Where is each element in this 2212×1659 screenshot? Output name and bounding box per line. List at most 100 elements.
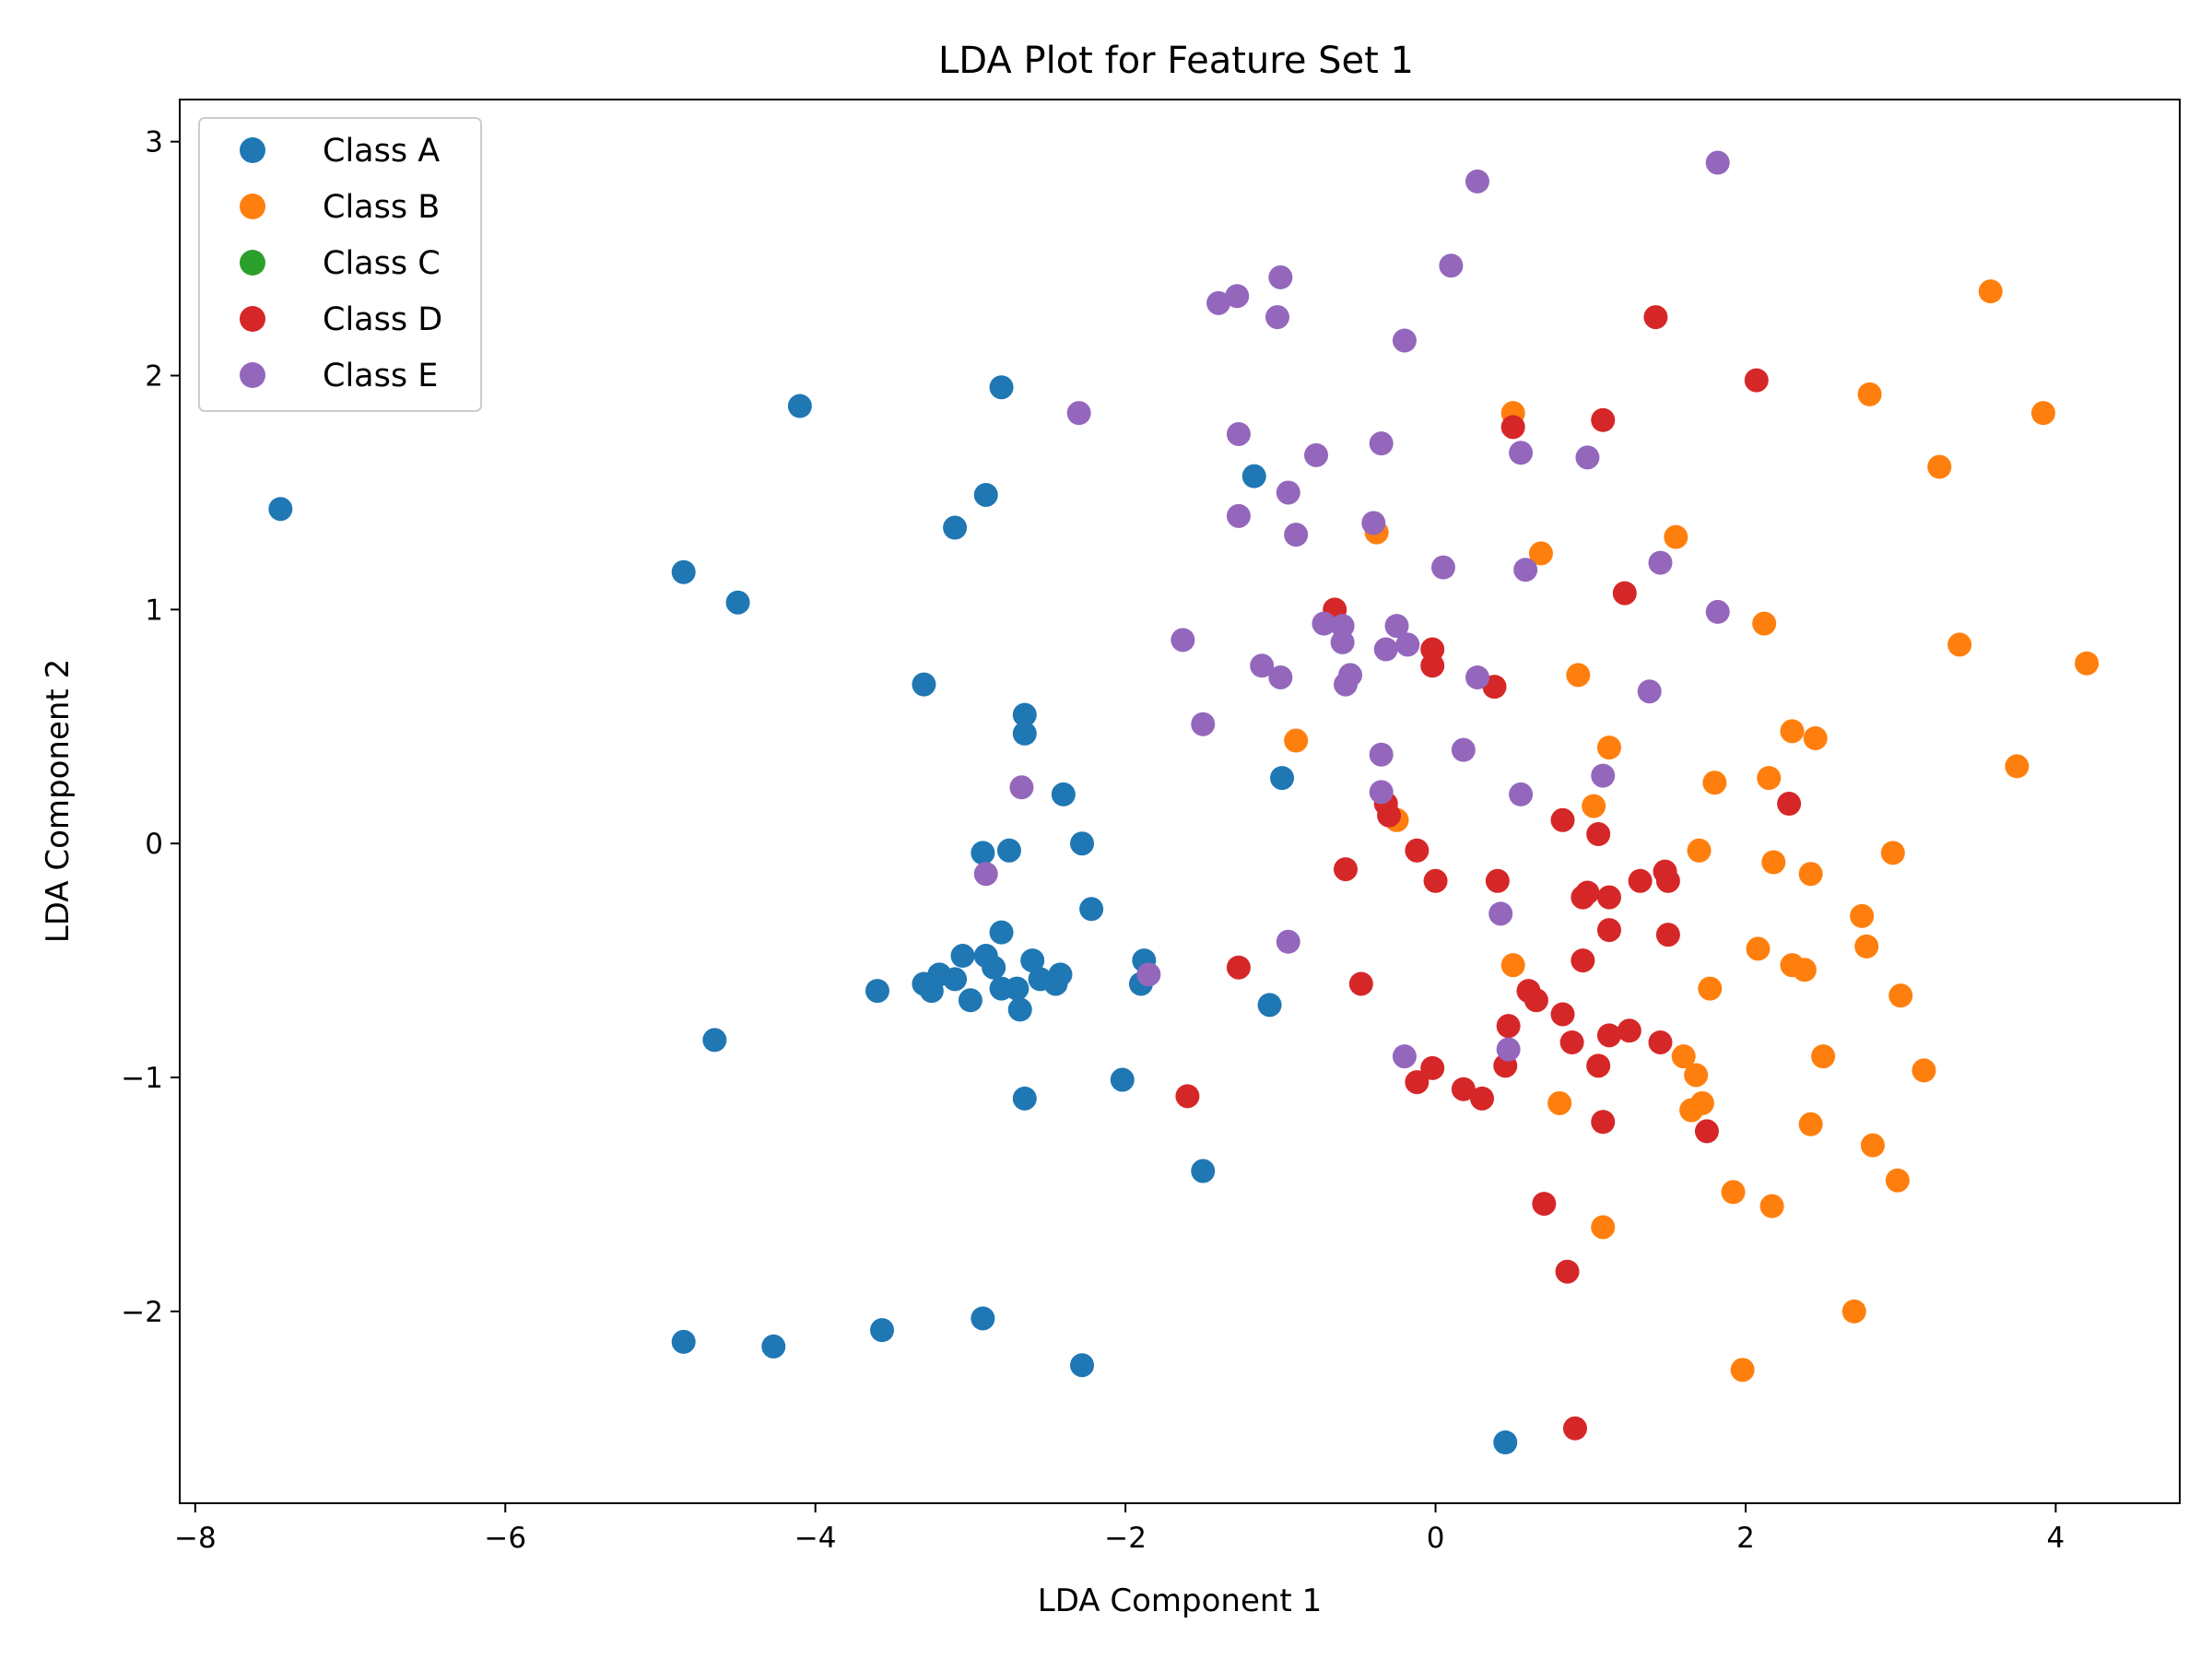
point-class-b	[2075, 651, 2100, 676]
point-class-d	[1420, 637, 1445, 662]
point-class-b	[1841, 1299, 1866, 1324]
y-tick-label: 2	[145, 360, 163, 394]
point-class-e	[1191, 712, 1216, 736]
point-class-b	[1752, 611, 1777, 636]
point-class-a	[971, 841, 995, 865]
point-class-e	[1338, 663, 1363, 688]
point-class-d	[1333, 857, 1358, 882]
point-class-b	[1947, 632, 1972, 657]
point-class-b	[1757, 766, 1782, 791]
point-class-a	[989, 920, 1014, 945]
point-class-e	[1465, 169, 1489, 194]
x-axis-label: LDA Component 1	[1038, 1583, 1322, 1619]
point-class-d	[1617, 1018, 1641, 1043]
point-class-b	[1547, 1090, 1572, 1115]
plot-frame	[179, 99, 2181, 1504]
point-class-b	[1730, 1358, 1755, 1382]
point-class-e	[1373, 637, 1398, 662]
x-tick-label: −8	[174, 1522, 217, 1555]
point-class-e	[1509, 782, 1534, 806]
point-class-d	[1694, 1119, 1719, 1144]
point-class-b	[1687, 838, 1712, 863]
point-class-a	[761, 1334, 786, 1359]
point-class-e	[1066, 401, 1091, 426]
point-class-e	[1591, 763, 1616, 788]
point-class-e	[1268, 265, 1293, 289]
point-class-a	[996, 838, 1021, 863]
x-tick-label: 0	[1427, 1522, 1445, 1555]
point-class-a	[971, 1306, 995, 1331]
point-class-d	[1596, 918, 1621, 943]
point-class-e	[1276, 929, 1300, 954]
legend-marker	[240, 137, 265, 163]
point-class-a	[1191, 1159, 1216, 1183]
x-axis-ticks: −8 −6 −4 −2 0 2 4	[174, 1503, 2065, 1555]
point-class-e	[1488, 901, 1513, 926]
point-class-a	[671, 1329, 696, 1354]
point-class-b	[1698, 976, 1723, 1001]
point-class-b	[1684, 1063, 1709, 1088]
legend-label: Class D	[323, 301, 442, 338]
point-class-a	[943, 967, 968, 992]
legend-label: Class A	[323, 133, 440, 170]
point-class-e	[1284, 523, 1309, 547]
point-class-d	[1550, 1002, 1575, 1027]
point-class-d	[1586, 1053, 1611, 1078]
point-class-b	[1566, 663, 1591, 688]
point-class-d	[1596, 885, 1621, 910]
point-class-b	[1284, 728, 1309, 753]
y-tick-label: 3	[145, 126, 163, 159]
point-class-a	[1079, 897, 1104, 922]
point-class-a	[1005, 976, 1030, 1001]
point-class-e	[1265, 305, 1289, 330]
point-class-e	[1705, 150, 1730, 175]
point-class-a	[865, 979, 889, 1004]
point-class-b	[1596, 735, 1621, 760]
point-class-e	[1496, 1037, 1521, 1062]
point-class-e	[1330, 629, 1355, 654]
point-class-d	[1562, 1416, 1587, 1441]
point-class-d	[1655, 868, 1680, 893]
point-class-a	[787, 394, 812, 418]
point-class-e	[1384, 614, 1409, 639]
point-class-a	[1070, 831, 1095, 856]
point-class-d	[1496, 1014, 1521, 1039]
point-class-d	[1524, 988, 1548, 1013]
point-class-e	[1225, 284, 1250, 309]
point-class-b	[1885, 1168, 1910, 1193]
point-class-b	[1761, 850, 1786, 875]
point-class-b	[1500, 953, 1525, 978]
point-class-b	[1880, 841, 1905, 865]
point-class-a	[870, 1318, 895, 1343]
point-class-e	[1369, 742, 1394, 767]
point-class-e	[1171, 628, 1195, 653]
point-class-d	[1571, 948, 1595, 973]
point-class-e	[1369, 780, 1394, 805]
point-class-d	[1348, 971, 1373, 996]
point-class-d	[1612, 581, 1637, 606]
point-class-d	[1451, 1077, 1476, 1101]
point-class-d	[1643, 305, 1668, 330]
point-class-d	[1485, 868, 1510, 893]
point-class-a	[1493, 1430, 1518, 1455]
point-class-d	[1420, 653, 1445, 678]
point-class-e	[1430, 555, 1455, 580]
point-class-a	[268, 497, 293, 522]
point-class-b	[1912, 1058, 1936, 1083]
point-class-d	[1500, 415, 1525, 440]
point-class-d	[1596, 1023, 1621, 1048]
point-class-a	[943, 515, 968, 540]
point-class-b	[2005, 754, 2030, 779]
point-class-e	[1648, 550, 1673, 575]
point-class-b	[1860, 1133, 1885, 1158]
point-class-d	[1532, 1192, 1557, 1217]
point-class-e	[1637, 679, 1662, 704]
point-class-a	[702, 1028, 727, 1053]
point-class-a	[1012, 721, 1037, 746]
point-class-b	[1780, 719, 1805, 744]
point-class-a	[725, 590, 750, 615]
point-class-e	[973, 862, 998, 887]
point-class-b	[1978, 279, 2003, 304]
legend-label: Class E	[323, 358, 438, 394]
